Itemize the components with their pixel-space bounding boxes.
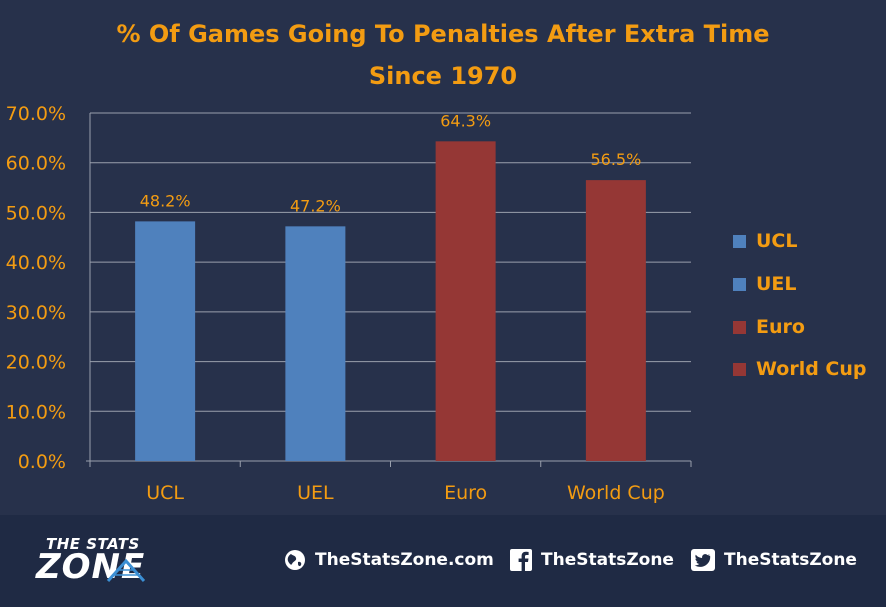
x-tick-label: UCL [146,482,184,504]
bar [285,226,346,461]
x-tick-label: World Cup [567,482,665,504]
legend-swatch [733,362,746,376]
y-tick-label: 60.0% [6,153,66,175]
data-label: 48.2% [140,191,191,210]
chart-title: % Of Games Going To Penalties After Extr… [116,20,770,48]
social-twitter[interactable]: TheStatsZone [691,547,857,573]
bar [135,221,196,461]
legend-label: Euro [756,316,805,338]
legend-swatch [733,320,746,334]
logo-top-text: THE STATS [46,535,140,553]
data-label: 64.3% [440,111,491,130]
legend-item-ucl: UCL [733,230,798,252]
social-facebook[interactable]: TheStatsZone [510,547,674,573]
data-label: 56.5% [590,150,641,169]
legend-swatch [733,234,746,248]
chart-subtitle: Since 1970 [368,62,518,90]
website-label: TheStatsZone.com [315,550,494,570]
legend-swatch [733,277,746,291]
legend-label: UEL [756,273,797,295]
data-label: 47.2% [290,196,341,215]
bar [585,180,646,461]
logo-main-text: ZONE [36,547,146,587]
legend-item-world-cup: World Cup [733,358,867,380]
stats-zone-logo: THE STATS ZONE [36,535,186,587]
twitter-label: TheStatsZone [724,550,857,570]
legend-label: UCL [756,230,798,252]
y-tick-label: 20.0% [6,352,66,374]
y-tick-label: 10.0% [6,401,66,423]
globe-icon [285,550,305,570]
legend-label: World Cup [756,358,867,380]
chart-area: % Of Games Going To Penalties After Extr… [5,20,867,504]
x-tick-label: UEL [297,482,334,504]
bar [435,141,496,461]
logo-graphic [106,558,146,583]
footer [0,515,886,607]
facebook-icon [510,549,532,571]
legend-item-euro: Euro [733,316,805,338]
legend-item-uel: UEL [733,273,797,295]
x-tick-label: Euro [444,482,487,504]
y-tick-label: 50.0% [6,202,66,224]
y-tick-label: 0.0% [18,451,66,473]
twitter-icon [691,549,715,571]
bar-chart: 0.0% 10.0% 20.0% 30.0% 40.0% 50.0% 60.0% 70.0% 4… [6,103,692,504]
facebook-label: TheStatsZone [541,550,674,570]
y-tick-label: 40.0% [6,252,66,274]
y-tick-label: 70.0% [6,103,66,125]
social-website[interactable]: TheStatsZone.com [284,547,494,573]
y-tick-label: 30.0% [6,302,66,324]
